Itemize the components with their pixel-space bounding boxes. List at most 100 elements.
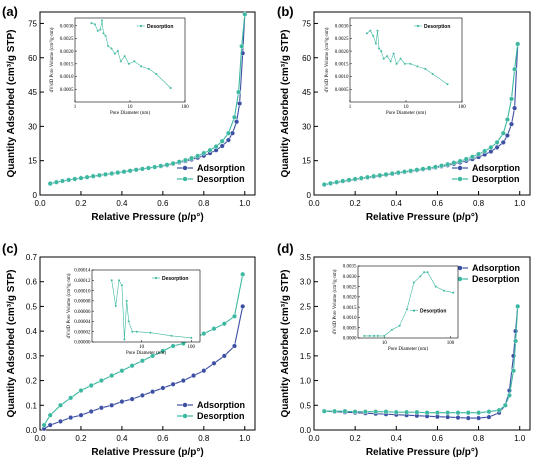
desorption-point	[377, 172, 383, 178]
y-tick-label: 75	[302, 19, 311, 28]
legend-marker	[182, 413, 188, 419]
desorption-point	[219, 138, 225, 144]
desorption-point	[463, 156, 469, 162]
desorption-point	[239, 43, 245, 49]
x-tick-label: 0.4	[391, 199, 403, 208]
legend-marker	[182, 165, 188, 171]
desorption-point	[84, 174, 90, 180]
inset-chart: 10 100 0.0000 0.0005 0.0010 0.0015 0.0020 0.002…	[332, 265, 459, 352]
adsorption-point	[234, 119, 240, 125]
inset-x-axis-title: Pore Diameter (nm)	[386, 111, 426, 116]
adsorption-point	[119, 399, 125, 405]
desorption-point	[109, 170, 115, 176]
x-tick-label: 0.6	[432, 199, 444, 208]
inset-desorption-point	[390, 328, 394, 331]
inset-frame	[349, 17, 463, 103]
desorption-point	[213, 143, 219, 149]
x-axis-title: Relative Pressure (p/p°)	[366, 447, 478, 458]
desorption-point	[445, 410, 451, 416]
inset-y-tick-label: 0.0030	[60, 24, 74, 29]
desorption-point	[515, 303, 521, 309]
desorption-point	[158, 163, 164, 169]
inset-desorption-point	[119, 60, 123, 63]
desorption-point	[488, 144, 494, 150]
inset-desorption-point	[110, 47, 113, 50]
y-tick-label: 0.1	[26, 401, 38, 410]
desorption-point	[242, 11, 248, 17]
desorption-point	[145, 165, 151, 171]
inset-desorption-point	[377, 47, 381, 50]
adsorption-point	[78, 412, 84, 418]
y-tick-label: 0.5	[300, 401, 312, 410]
inset-y-tick-label: 0.0000	[343, 337, 357, 342]
inset-frame	[357, 265, 459, 339]
inset-desorption-point	[383, 334, 386, 338]
desorption-point	[231, 114, 237, 120]
y-tick-label: 0.5	[26, 302, 38, 311]
inset-desorption-point	[424, 67, 427, 71]
adsorption-point	[47, 422, 53, 428]
x-axis-title: Relative Pressure (p/p°)	[91, 212, 203, 223]
desorption-point	[515, 41, 521, 47]
desorption-point	[225, 130, 231, 136]
desorption-point	[457, 158, 463, 164]
legend-label: Adsorption	[472, 163, 520, 173]
adsorption-point	[494, 144, 500, 150]
inset-x-tick-label: 1	[74, 105, 77, 110]
series-group	[321, 303, 521, 421]
inset-desorption-point	[452, 291, 455, 294]
inset-legend-marker	[416, 24, 420, 28]
inset-desorption-point	[120, 284, 124, 287]
panel-letter: (c)	[2, 241, 18, 256]
inset-desorption-point	[372, 334, 376, 338]
desorption-point	[47, 181, 53, 187]
desorption-point	[139, 358, 145, 364]
inset-legend-marker	[412, 309, 416, 312]
x-tick-label: 0.4	[391, 434, 403, 443]
inset-desorption-point	[116, 49, 120, 53]
legend-marker	[457, 265, 463, 271]
panel-letter: (d)	[277, 241, 294, 256]
desorption-point	[78, 175, 84, 181]
y-tick-label: 3.0	[300, 278, 312, 287]
y-tick-label: 30	[28, 122, 37, 131]
desorption-point	[352, 176, 358, 182]
inset-x-axis-title: Pore Diameter (nm)	[388, 347, 428, 352]
inset-desorption-point	[405, 308, 409, 311]
inset-desorption-point	[434, 285, 437, 288]
adsorption-point	[191, 373, 197, 379]
desorption-point	[115, 170, 121, 176]
desorption-point	[121, 169, 127, 175]
inset-desorption-point	[365, 32, 369, 35]
desorption-point	[221, 321, 227, 327]
y-tick-label: 45	[302, 88, 311, 97]
y-tick-label: 0.2	[26, 377, 38, 386]
desorption-point	[465, 410, 471, 416]
inset-desorption-point	[104, 34, 107, 38]
inset-y-tick-label: 0.0015	[343, 306, 357, 311]
adsorption-point	[455, 415, 461, 421]
y-axis-title: Quantity Adsorbed (cm³/g STP)	[280, 30, 291, 178]
desorption-point	[502, 402, 508, 408]
inset-desorption-point	[190, 336, 193, 340]
desorption-point	[231, 313, 237, 319]
desorption-point	[476, 151, 482, 157]
inset-desorption-point	[147, 67, 150, 71]
inset-desorption-point	[412, 281, 416, 284]
legend-marker	[457, 176, 463, 182]
inset-y-tick-label: 0.0015	[60, 63, 74, 68]
y-tick-label: 0.3	[26, 352, 38, 361]
desorption-point	[207, 147, 213, 153]
adsorption-point	[58, 418, 64, 424]
adsorption-point	[221, 353, 227, 359]
y-tick-label: 0.0	[300, 426, 312, 435]
desorption-point	[160, 348, 166, 354]
chart-panel: (b) 0.0 0.2 0.4 0.6 0.8 1.0 0 15 30 45 60 75 Relative…	[277, 4, 531, 223]
desorption-point	[395, 170, 401, 176]
x-tick-label: 0.2	[75, 434, 87, 443]
x-tick-label: 0.6	[432, 434, 444, 443]
inset-desorption-point	[170, 334, 173, 337]
desorption-point	[133, 167, 139, 173]
